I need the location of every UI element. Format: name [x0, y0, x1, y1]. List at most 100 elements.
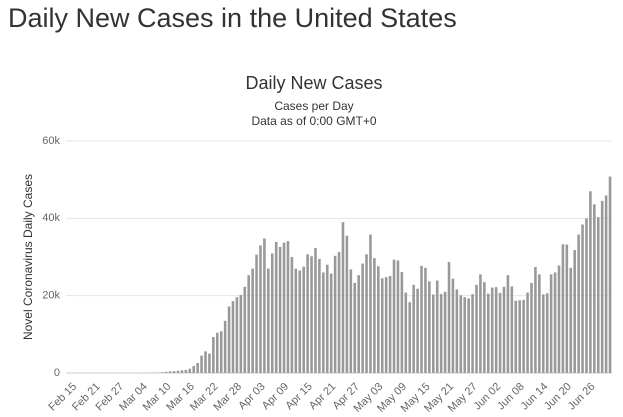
bar: [522, 299, 525, 373]
bar: [553, 272, 557, 373]
bar: [608, 176, 612, 373]
bar: [545, 293, 549, 373]
bar: [483, 282, 486, 373]
bar: [561, 244, 565, 373]
bar: [443, 291, 447, 373]
bar: [278, 246, 282, 373]
bar: [384, 277, 388, 373]
bar: [322, 272, 325, 373]
bar: [530, 282, 533, 373]
bar: [333, 255, 337, 373]
bar: [251, 268, 254, 373]
bar: [494, 287, 498, 373]
bar: [270, 253, 274, 373]
bar: [498, 292, 502, 373]
x-tick-label: Jun 26: [566, 381, 598, 413]
bar: [589, 191, 592, 373]
bar: [514, 300, 518, 373]
bar: [188, 368, 192, 373]
bar: [208, 353, 211, 373]
bar: [479, 274, 482, 373]
bar: [290, 257, 294, 373]
bar: [412, 284, 415, 373]
bar: [243, 286, 247, 373]
bar: [463, 297, 467, 373]
bar: [428, 281, 431, 373]
bar: [306, 254, 309, 373]
bar: [467, 298, 470, 373]
bar: [180, 370, 184, 373]
bar: [219, 331, 223, 373]
bar: [408, 302, 412, 373]
bar: [310, 256, 313, 373]
bar: [255, 254, 258, 373]
bar: [569, 267, 573, 373]
bar: [369, 234, 372, 373]
bar: [353, 282, 357, 373]
bar: [510, 286, 514, 373]
bar: [585, 218, 588, 373]
bar: [212, 337, 215, 373]
bar: [502, 286, 506, 373]
page-title: Daily New Cases in the United States: [8, 3, 457, 33]
bar: [538, 274, 541, 373]
bar: [416, 288, 419, 373]
bar: [518, 300, 521, 373]
bar: [345, 235, 349, 373]
bar: [534, 267, 537, 373]
bar: [526, 292, 529, 373]
chart-subtitle: Cases per Day: [274, 99, 353, 113]
bar: [486, 293, 490, 373]
bar: [164, 371, 168, 373]
bar: [325, 264, 329, 373]
bar: [161, 372, 164, 373]
bar: [549, 274, 553, 373]
bar: [490, 287, 494, 373]
chart-note: Data as of 0:00 GMT+0: [251, 114, 376, 128]
y-tick-label: 40k: [42, 212, 60, 224]
bar: [235, 297, 239, 373]
bar: [282, 242, 286, 373]
bar: [420, 265, 423, 373]
bar: [286, 241, 290, 373]
y-tick-label: 60k: [42, 135, 60, 147]
bar: [424, 267, 427, 373]
bar: [392, 259, 396, 373]
bar: [388, 275, 392, 373]
chart-title: Daily New Cases: [245, 73, 382, 93]
bar: [341, 222, 345, 373]
bar: [247, 275, 250, 373]
bar: [357, 275, 360, 373]
bar: [314, 248, 317, 373]
bar: [168, 371, 172, 373]
bar: [455, 289, 459, 373]
bar: [302, 266, 305, 373]
bar: [239, 294, 243, 373]
bar: [471, 294, 474, 373]
bar: [274, 241, 278, 373]
bar: [223, 320, 227, 373]
bar: [337, 251, 341, 373]
bar: [596, 217, 600, 373]
bar: [506, 275, 510, 373]
y-axis-label: Novel Coronavirus Daily Cases: [21, 174, 35, 340]
bar: [451, 278, 455, 373]
bar: [581, 224, 584, 373]
bar: [263, 238, 266, 373]
bar: [593, 204, 596, 373]
bar: [432, 294, 435, 373]
bar: [176, 370, 180, 373]
bar: [267, 268, 270, 373]
bar: [439, 294, 443, 373]
bar: [557, 265, 561, 373]
bar: [459, 295, 463, 373]
bar: [400, 272, 404, 373]
bar: [577, 234, 580, 373]
bar: [565, 244, 569, 373]
bar: [184, 369, 188, 373]
bar: [380, 278, 384, 373]
bar: [349, 269, 353, 373]
bar: [373, 258, 376, 373]
bar: [435, 280, 439, 373]
